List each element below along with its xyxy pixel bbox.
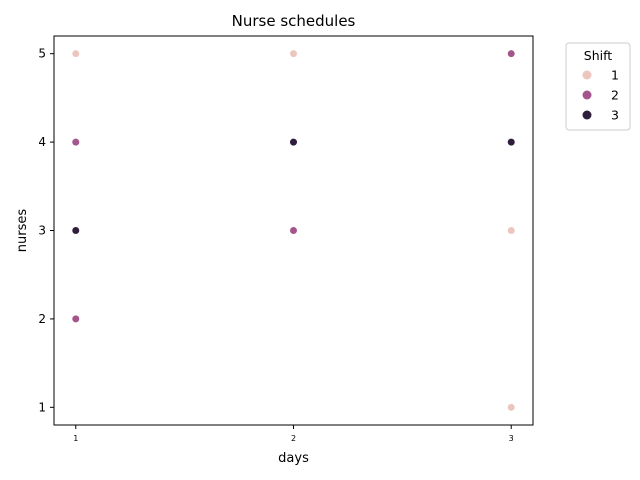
scatter-point [289,226,298,235]
scatter-point [507,226,516,235]
scatter-point [71,137,80,147]
legend-label: 2 [611,88,619,103]
scatter-point [289,49,298,58]
y-tick-label: 3 [38,224,46,238]
scatter-point [507,49,516,58]
chart-title: Nurse schedules [232,12,356,30]
legend-marker [582,90,592,100]
legend-title: Shift [584,48,613,63]
x-axis-label: days [278,451,309,466]
scatter-point [289,137,298,147]
legend-box [565,42,631,131]
legend-marker [582,70,592,80]
scatter-point [507,403,516,412]
legend-label: 3 [611,108,619,123]
axis-ticks: 1 2 3 1 2 3 4 5 [38,47,513,443]
y-tick-label: 5 [38,47,46,61]
legend: Shift 1 2 3 [565,42,631,131]
y-axis-label: nurses [15,209,30,253]
legend-marker [582,110,592,120]
x-tick-label: 2 [291,434,296,443]
y-tick-label: 1 [38,400,46,414]
x-tick-label: 3 [509,434,514,443]
scatter-point [71,314,80,324]
x-tick-label: 1 [73,434,78,443]
scatter-point [507,137,516,147]
y-tick-label: 4 [38,135,46,149]
scatter-point [71,226,80,235]
scatter-points [71,49,516,412]
scatter-point [71,49,80,58]
y-tick-label: 2 [38,312,46,326]
legend-label: 1 [611,68,619,83]
